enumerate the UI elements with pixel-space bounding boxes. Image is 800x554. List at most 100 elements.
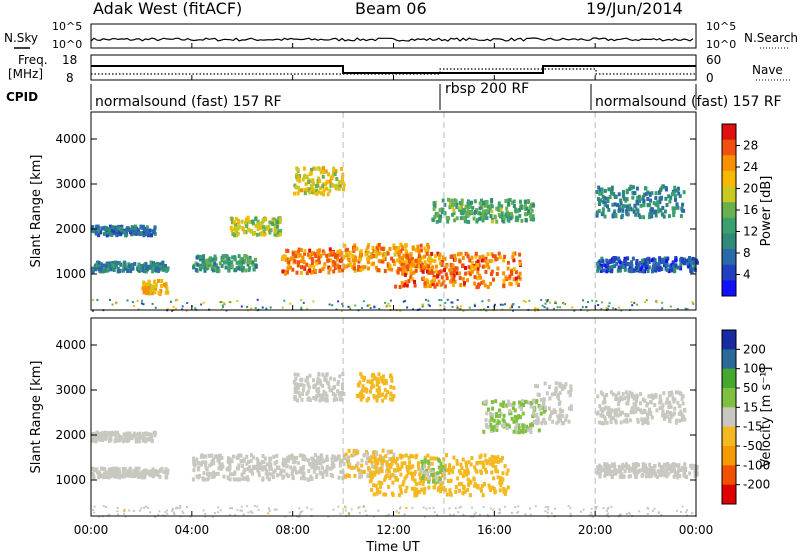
- heatmap-cell: [243, 254, 247, 258]
- heatmap-cell: [551, 419, 555, 424]
- heatmap-cell: [416, 490, 420, 495]
- heatmap-cell: [438, 256, 441, 261]
- heatmap-cell: [360, 463, 364, 468]
- heatmap-cell: [521, 423, 525, 428]
- heatmap-cell: [662, 468, 665, 473]
- heatmap-cell: [505, 426, 509, 430]
- heatmap-cell: [481, 264, 485, 269]
- heatmap-cell: [671, 206, 675, 211]
- heatmap-cell: [342, 255, 346, 260]
- heatmap-cell: [366, 379, 370, 384]
- heatmap-cell: [281, 269, 285, 274]
- heatmap-cell: [560, 383, 564, 388]
- heatmap-cell: [247, 511, 250, 514]
- heatmap-cell: [99, 262, 103, 267]
- heatmap-cell: [165, 286, 169, 291]
- heatmap-cell: [646, 506, 649, 509]
- heatmap-cell: [350, 508, 353, 511]
- heatmap-cell: [360, 458, 364, 463]
- heatmap-cell: [221, 464, 225, 469]
- heatmap-cell: [463, 281, 466, 286]
- heatmap-cell: [254, 307, 257, 310]
- heatmap-cell: [211, 470, 215, 475]
- heatmap-cell: [510, 416, 514, 421]
- heatmap-cell: [605, 258, 609, 263]
- heatmap-cell: [650, 269, 654, 274]
- heatmap-cell: [392, 394, 396, 399]
- heatmap-cell: [242, 230, 246, 235]
- heatmap-cell: [529, 426, 533, 431]
- heatmap-cell: [448, 201, 452, 206]
- heatmap-cell: [298, 515, 301, 518]
- heatmap-cell: [321, 166, 325, 171]
- velocity-colorbar-label: Velocity [m s⁻¹]: [759, 367, 774, 468]
- heatmap-cell: [504, 505, 507, 508]
- heatmap-cell: [317, 466, 321, 471]
- heatmap-cell: [458, 276, 462, 281]
- heatmap-cell: [451, 263, 455, 268]
- heatmap-cell: [300, 259, 303, 264]
- heatmap-cell: [685, 258, 689, 263]
- heatmap-cell: [632, 191, 636, 196]
- heatmap-cell: [292, 379, 296, 384]
- heatmap-cell: [609, 410, 613, 415]
- heatmap-cell: [182, 512, 185, 514]
- heatmap-cell: [316, 377, 320, 381]
- heatmap-cell: [267, 512, 270, 515]
- heatmap-cell: [442, 485, 446, 490]
- heatmap-cell: [470, 260, 474, 265]
- heatmap-cell: [401, 262, 404, 267]
- heatmap-cell: [558, 391, 562, 395]
- heatmap-cell: [388, 247, 392, 251]
- heatmap-cell: [660, 514, 663, 517]
- heatmap-cell: [529, 513, 532, 516]
- heatmap-cell: [114, 466, 118, 471]
- heatmap-cell: [495, 256, 499, 261]
- heatmap-cell: [355, 246, 359, 251]
- heatmap-cell: [436, 274, 440, 278]
- heatmap-cell: [646, 421, 650, 426]
- heatmap-cell: [449, 262, 453, 267]
- heatmap-cell: [250, 307, 253, 310]
- heatmap-cell: [625, 513, 628, 515]
- heatmap-cell: [670, 192, 674, 197]
- heatmap-cell: [382, 256, 386, 261]
- heatmap-cell: [113, 228, 117, 233]
- heatmap-cell: [235, 260, 239, 265]
- heatmap-cell: [434, 477, 438, 482]
- heatmap-cell: [661, 205, 665, 210]
- heatmap-cell: [207, 475, 211, 480]
- heatmap-cell: [478, 216, 482, 221]
- heatmap-cell: [275, 508, 278, 511]
- heatmap-cell: [379, 466, 383, 471]
- heatmap-cell: [136, 471, 140, 476]
- heatmap-cell: [567, 505, 570, 508]
- heatmap-cell: [154, 469, 158, 474]
- heatmap-cell: [638, 510, 641, 513]
- heatmap-cell: [228, 477, 232, 482]
- heatmap-cell: [389, 374, 392, 379]
- heatmap-cell: [465, 472, 469, 477]
- heatmap-cell: [202, 254, 206, 259]
- heatmap-cell: [117, 467, 121, 472]
- heatmap-cell: [439, 461, 443, 466]
- heatmap-cell: [502, 258, 506, 263]
- heatmap-cell: [443, 308, 446, 311]
- heatmap-cell: [192, 456, 196, 461]
- heatmap-cell: [476, 484, 480, 488]
- heatmap-cell: [371, 245, 375, 250]
- heatmap-cell: [695, 472, 699, 477]
- heatmap-cell: [488, 457, 492, 462]
- heatmap-cell: [490, 400, 494, 405]
- heatmap-cell: [315, 464, 319, 468]
- heatmap-cell: [662, 416, 666, 421]
- heatmap-cell: [279, 471, 283, 476]
- heatmap-cell: [142, 290, 146, 295]
- heatmap-cell: [512, 429, 516, 434]
- heatmap-cell: [233, 257, 237, 262]
- heatmap-cell: [665, 259, 669, 263]
- heatmap-cell: [157, 290, 161, 295]
- heatmap-cell: [626, 212, 630, 217]
